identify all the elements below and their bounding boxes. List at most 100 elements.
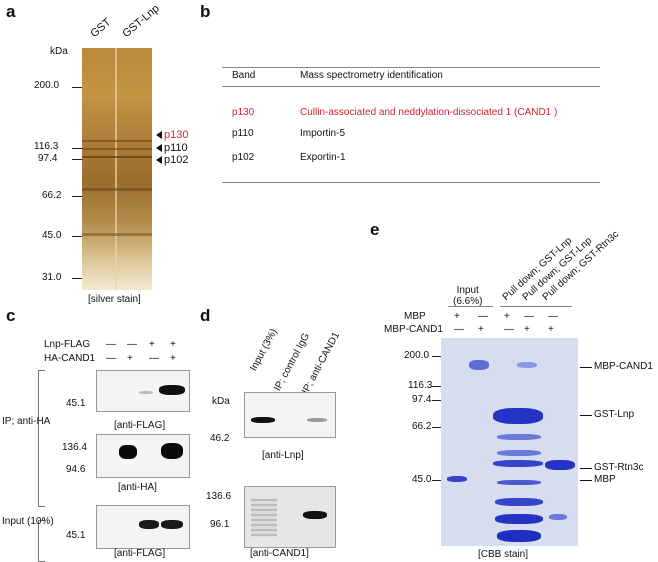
band-label-p110: p110 <box>164 142 188 154</box>
pointer-mbp-cand1 <box>580 367 592 368</box>
table-bottom-rule <box>222 182 600 183</box>
marker-a-31: 31.0 <box>42 272 62 283</box>
sign-e-cand-3: — <box>504 324 514 335</box>
sign-e-cand-5: + <box>548 324 554 335</box>
table-header-id: Mass spectrometry identification <box>300 70 443 81</box>
blot-d-anti-cand1 <box>244 486 336 548</box>
table-row-id-exportin: Exportin-1 <box>300 152 346 163</box>
marker-e-97: 97.4 <box>412 394 432 405</box>
sign-c-lnp-2: — <box>127 339 137 350</box>
marker-a-66: 66.2 <box>42 190 62 201</box>
table-row-band-p110: p110 <box>232 128 254 139</box>
tick <box>72 148 82 149</box>
tick <box>432 400 441 401</box>
band-label-e-mbp: MBP <box>594 474 616 485</box>
pointer-gst-lnp <box>580 415 592 416</box>
sign-c-cand-3: — <box>149 353 159 364</box>
band-label-p130: p130 <box>164 129 189 141</box>
row-label-mbp-cand1: MBP-CAND1 <box>384 324 443 335</box>
band-label-e-gst-rtn3c: GST-Rtn3c <box>594 462 644 473</box>
sign-c-lnp-1: — <box>106 339 116 350</box>
row-label-ha-cand1: HA-CAND1 <box>44 353 96 364</box>
band-label-p102: p102 <box>164 154 189 166</box>
marker-e-200: 200.0 <box>404 350 430 361</box>
tick <box>432 480 441 481</box>
input-label-e: Input (6.6%) <box>453 285 483 307</box>
arrow-p110-icon <box>156 144 162 152</box>
kda-label-d: kDa <box>212 396 230 407</box>
sign-c-cand-1: — <box>106 353 116 364</box>
blot-c-anti-flag-ip <box>96 370 190 412</box>
sign-e-cand-4: + <box>524 324 530 335</box>
panel-c-letter: c <box>6 306 16 325</box>
sign-e-mbp-1: + <box>454 311 460 322</box>
table-row-id-cand1: Cullin-associated and neddylation-dissoc… <box>300 107 558 118</box>
sign-c-lnp-4: + <box>170 339 176 350</box>
blot-c-anti-flag-input <box>96 505 190 549</box>
panel-b-letter: b <box>200 2 211 21</box>
lane-label-gst-lnp: GST-Lnp <box>120 2 162 40</box>
marker-a-200: 200.0 <box>34 80 60 91</box>
table-row-id-importin: Importin-5 <box>300 128 346 139</box>
blot-c-anti-ha <box>96 434 190 478</box>
panel-e-letter: e <box>370 220 380 239</box>
input-underline <box>448 306 493 307</box>
tick <box>432 356 441 357</box>
marker-e-45: 45.0 <box>412 474 432 485</box>
marker-a-45: 45.0 <box>42 230 62 241</box>
pointer-mbp <box>580 480 592 481</box>
caption-d-anti-cand1: [anti-CAND1] <box>250 548 309 559</box>
group-label-input-10: Input (10%) <box>2 516 54 527</box>
marker-a-97: 97.4 <box>38 153 58 164</box>
blot-d-anti-lnp <box>244 392 336 438</box>
bracket-ip <box>38 370 45 507</box>
row-label-mbp: MBP <box>404 311 426 322</box>
tick <box>72 159 82 160</box>
sign-e-cand-2: + <box>478 324 484 335</box>
sign-e-mbp-3: + <box>504 311 510 322</box>
table-header-band: Band <box>232 70 256 81</box>
band-label-e-gst-lnp: GST-Lnp <box>594 409 635 420</box>
silver-stain-gel <box>82 48 152 290</box>
band-label-e-mbp-cand1: MBP-CAND1 <box>594 361 653 372</box>
arrow-p130-icon <box>156 131 162 139</box>
marker-e-66: 66.2 <box>412 421 432 432</box>
lane-label-gst: GST <box>88 16 114 40</box>
marker-e-116: 116.3 <box>408 380 433 391</box>
caption-c-anti-flag-2: [anti-FLAG] <box>114 548 166 559</box>
sign-e-mbp-2: — <box>478 311 488 322</box>
panel-a-letter: a <box>6 2 16 21</box>
cbb-stain-gel <box>441 338 578 546</box>
lane-label-input-3: Input (3%) <box>248 327 280 373</box>
marker-a-116: 116.3 <box>34 141 59 152</box>
caption-d-anti-lnp: [anti-Lnp] <box>262 450 304 461</box>
table-row-band-p130: p130 <box>232 107 255 118</box>
tick <box>72 278 82 279</box>
sign-e-mbp-4: — <box>524 311 534 322</box>
sign-c-cand-2: + <box>127 353 133 364</box>
caption-silver-stain: [silver stain] <box>88 294 141 305</box>
tick <box>72 196 82 197</box>
tick <box>72 87 82 88</box>
sign-e-cand-1: — <box>454 324 464 335</box>
marker-d-96: 96.1 <box>210 519 230 530</box>
sign-c-cand-4: + <box>170 353 176 364</box>
tick <box>432 427 441 428</box>
panel-d-letter: d <box>200 306 211 325</box>
tick <box>72 236 82 237</box>
group-label-ip-anti-ha: IP; anti-HA <box>2 416 51 427</box>
caption-cbb-stain: [CBB stain] <box>478 549 529 560</box>
sign-e-mbp-5: — <box>548 311 558 322</box>
marker-d-46: 46.2 <box>210 433 230 444</box>
arrow-p102-icon <box>156 156 162 164</box>
marker-c-136: 136.4 <box>62 442 88 453</box>
row-label-lnp-flag: Lnp-FLAG <box>44 339 91 350</box>
marker-d-136: 136.6 <box>206 491 232 502</box>
marker-c-45-1: 45.1 <box>66 398 86 409</box>
pointer-gst-rtn3c <box>580 468 592 469</box>
marker-c-94: 94.6 <box>66 464 86 475</box>
tick <box>432 386 441 387</box>
table-row-band-p102: p102 <box>232 152 255 163</box>
marker-c-45-2: 45.1 <box>66 530 86 541</box>
kda-label: kDa <box>50 46 68 57</box>
